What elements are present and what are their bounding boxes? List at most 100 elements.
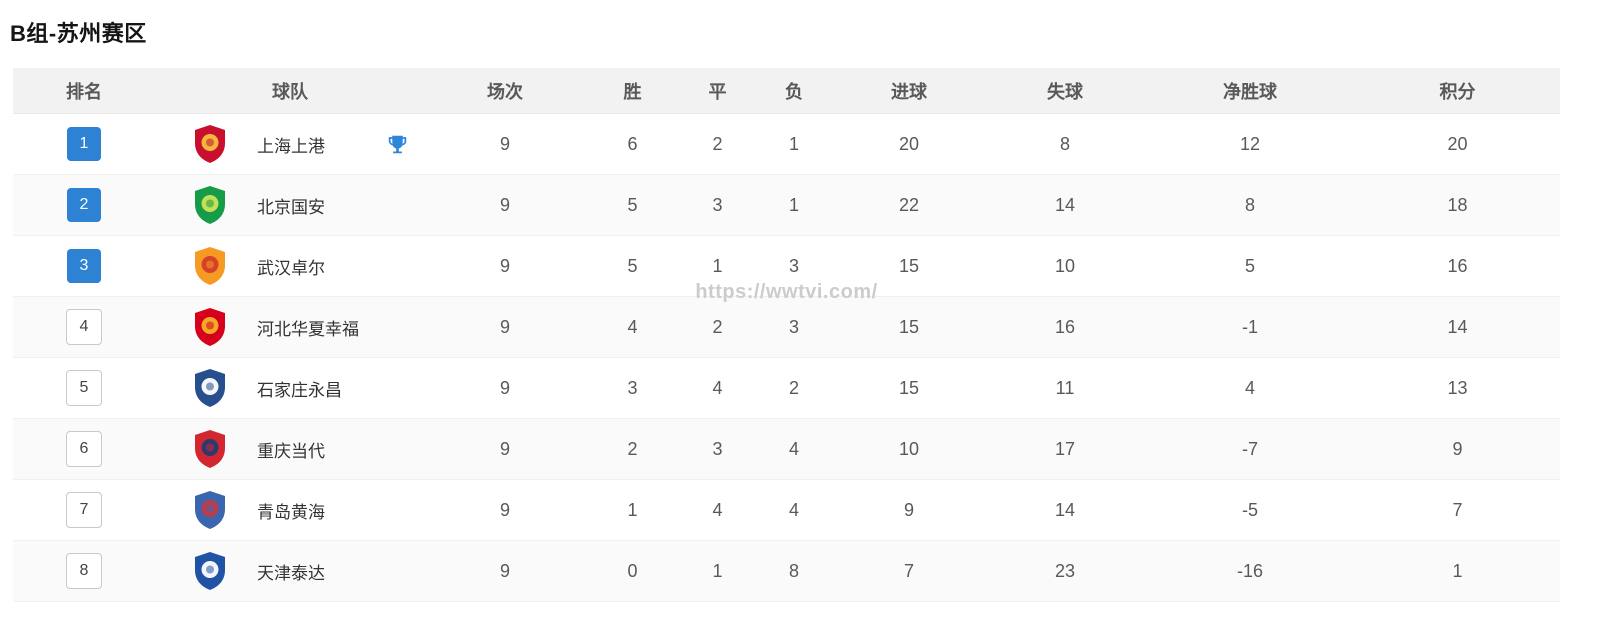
cell-goal_diff: -7 xyxy=(1241,438,1258,459)
cell-goals_for: 10 xyxy=(898,438,920,459)
cell-goal_diff: -1 xyxy=(1241,316,1258,337)
cell-played: 9 xyxy=(499,560,510,581)
rank-badge: 1 xyxy=(67,127,101,161)
team-name: 重庆当代 xyxy=(257,441,325,461)
table-row: 5 石家庄永昌 9 3 4 2 15 11 4 13 xyxy=(13,358,1560,419)
cell-goals_for: 9 xyxy=(903,499,914,520)
team-logo xyxy=(191,185,229,225)
rank-badge: 2 xyxy=(67,188,101,222)
cell-goal_diff: 4 xyxy=(1244,377,1255,398)
team-name: 武汉卓尔 xyxy=(257,258,325,278)
team-name: 石家庄永昌 xyxy=(257,380,342,400)
cell-goals_against: 8 xyxy=(1059,133,1070,154)
cell-lost: 8 xyxy=(788,560,799,581)
rank-badge: 7 xyxy=(66,492,102,528)
cell-played: 9 xyxy=(499,316,510,337)
cell-points: 14 xyxy=(1447,316,1468,337)
cell-won: 4 xyxy=(627,316,638,337)
team-cell: 武汉卓尔 xyxy=(155,246,425,286)
cell-goal_diff: -5 xyxy=(1241,499,1258,520)
cell-lost: 3 xyxy=(788,316,799,337)
cell-drawn: 3 xyxy=(712,438,723,459)
team-name: 青岛黄海 xyxy=(257,502,325,522)
cell-lost: 4 xyxy=(788,438,799,459)
table-row: 4 河北华夏幸福 9 4 2 3 15 16 -1 14 xyxy=(13,297,1560,358)
cell-won: 3 xyxy=(627,377,638,398)
rank-badge: 5 xyxy=(66,370,102,406)
page-title: B组-苏州赛区 xyxy=(10,21,147,46)
rank-badge: 4 xyxy=(66,309,102,345)
table-header-row: 排名 球队 场次 胜 平 负 进球 失球 净胜球 积分 xyxy=(13,68,1560,114)
cell-goal_diff: 12 xyxy=(1239,133,1261,154)
cell-played: 9 xyxy=(499,499,510,520)
cell-played: 9 xyxy=(499,133,510,154)
team-logo xyxy=(191,490,229,530)
cell-goals_for: 15 xyxy=(898,255,920,276)
table-row: 6 重庆当代 9 2 3 4 10 17 -7 9 xyxy=(13,419,1560,480)
cell-goals_for: 7 xyxy=(903,560,914,581)
cell-played: 9 xyxy=(499,194,510,215)
team-logo xyxy=(191,307,229,347)
cell-goals_against: 16 xyxy=(1054,316,1076,337)
cell-won: 2 xyxy=(627,438,638,459)
team-name: 北京国安 xyxy=(257,197,325,217)
cell-goals_against: 11 xyxy=(1055,377,1075,398)
rank-badge: 8 xyxy=(66,553,102,589)
cell-won: 6 xyxy=(627,133,638,154)
cell-points: 9 xyxy=(1452,438,1463,459)
cell-lost: 3 xyxy=(788,255,799,276)
table-row: 2 北京国安 9 5 3 1 22 14 8 18 xyxy=(13,175,1560,236)
table-row: 1 上海上港 9 6 2 1 20 8 12 20 xyxy=(13,114,1560,175)
team-logo xyxy=(191,368,229,408)
team-cell: 天津泰达 xyxy=(155,551,425,591)
team-cell: 青岛黄海 xyxy=(155,490,425,530)
cell-drawn: 2 xyxy=(712,316,723,337)
cell-drawn: 4 xyxy=(712,499,723,520)
standings-table: 排名 球队 场次胜平负进球 失球 净胜球 积分 1 上海上港 9 6 2 1 20 8 12 20 2 北京国安… xyxy=(13,68,1560,602)
col-header-points: 积分 xyxy=(1439,81,1476,102)
rank-cell: 5 xyxy=(13,370,155,406)
cell-points: 16 xyxy=(1447,255,1468,276)
col-header-team: 球队 xyxy=(272,81,308,102)
team-logo xyxy=(191,429,229,469)
table-body: 1 上海上港 9 6 2 1 20 8 12 20 2 北京国安 9 5 3 1 22 14 8 18 3 武汉卓尔 9 5 1… xyxy=(13,114,1560,602)
cell-drawn: 3 xyxy=(712,194,723,215)
cell-played: 9 xyxy=(499,438,510,459)
cell-points: 1 xyxy=(1452,560,1463,581)
col-header-drawn: 平 xyxy=(708,81,727,102)
team-logo xyxy=(191,124,229,164)
cell-goal_diff: 8 xyxy=(1244,194,1255,215)
team-name: 河北华夏幸福 xyxy=(257,319,359,339)
col-header-lost: 负 xyxy=(785,81,803,102)
cell-goal_diff: 5 xyxy=(1244,255,1255,276)
team-logo xyxy=(191,246,229,286)
cell-played: 9 xyxy=(499,377,510,398)
rank-cell: 2 xyxy=(13,188,155,222)
cell-goals_against: 14 xyxy=(1054,194,1076,215)
team-name: 天津泰达 xyxy=(257,563,325,583)
cell-lost: 1 xyxy=(788,194,799,215)
cell-goals_for: 15 xyxy=(898,377,920,398)
team-logo xyxy=(191,551,229,591)
cell-drawn: 1 xyxy=(712,560,723,581)
cell-drawn: 1 xyxy=(712,255,723,276)
team-cell: 上海上港 xyxy=(155,124,425,164)
rank-cell: 7 xyxy=(13,492,155,528)
col-header-won: 胜 xyxy=(623,81,642,102)
rank-cell: 8 xyxy=(13,553,155,589)
cell-goals_for: 20 xyxy=(898,133,920,154)
cell-played: 9 xyxy=(499,255,510,276)
cell-points: 18 xyxy=(1447,194,1468,215)
cell-won: 1 xyxy=(627,499,638,520)
cell-points: 20 xyxy=(1447,133,1468,154)
team-cell: 北京国安 xyxy=(155,185,425,225)
cell-goals_against: 23 xyxy=(1054,560,1076,581)
cell-lost: 2 xyxy=(788,377,799,398)
cell-won: 5 xyxy=(627,194,638,215)
cell-lost: 4 xyxy=(788,499,799,520)
table-row: 8 天津泰达 9 0 1 8 7 23 -16 1 xyxy=(13,541,1560,602)
cell-won: 0 xyxy=(627,560,638,581)
cell-points: 7 xyxy=(1452,499,1463,520)
cell-goals_for: 15 xyxy=(898,316,920,337)
cell-goals_against: 17 xyxy=(1054,438,1076,459)
